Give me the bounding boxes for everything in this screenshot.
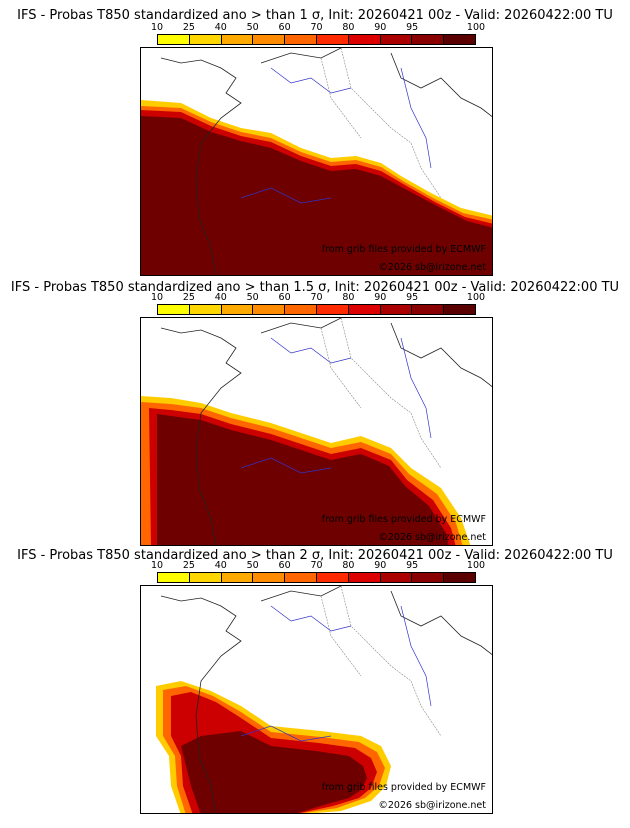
- colorbar-label: 60: [278, 292, 291, 303]
- panel-title: IFS - Probas T850 standardized ano > tha…: [10, 280, 620, 295]
- credit-source: from grib files provided by ECMWF: [321, 514, 486, 525]
- colorbar-swatch: [253, 35, 286, 44]
- coastline: [160, 48, 492, 275]
- colorbar-swatch: [221, 573, 254, 582]
- colorbar-swatch: [316, 35, 349, 44]
- prob-darkred: [181, 731, 367, 813]
- colorbar-label: 80: [342, 292, 355, 303]
- colorbar-label: 80: [342, 22, 355, 33]
- colorbar-swatch: [189, 35, 222, 44]
- panel-1: IFS - Probas T850 standardized ano > tha…: [0, 0, 630, 278]
- colorbar-swatch: [158, 305, 190, 314]
- borders: [320, 48, 442, 199]
- colorbar-swatch: [444, 35, 475, 44]
- colorbar-swatch: [285, 573, 317, 582]
- borders: [320, 318, 442, 469]
- colorbar-label: 50: [246, 22, 259, 33]
- colorbar-label: 95: [406, 560, 419, 571]
- colorbar-swatch: [189, 573, 222, 582]
- colorbar-label: 40: [214, 292, 227, 303]
- colorbar-swatch: [380, 573, 413, 582]
- panel-title: IFS - Probas T850 standardized ano > tha…: [17, 548, 613, 563]
- panel-3: IFS - Probas T850 standardized ano > tha…: [0, 546, 630, 828]
- panel-2: IFS - Probas T850 standardized ano > tha…: [0, 278, 630, 546]
- credit-copyright: ©2026 sb@irizone.net: [378, 532, 486, 543]
- colorbar-label: 95: [406, 22, 419, 33]
- rivers: [240, 67, 432, 204]
- colorbar-swatch: [348, 305, 381, 314]
- colorbar-label: 95: [406, 292, 419, 303]
- colorbar-label: 10: [150, 22, 164, 33]
- colorbar-label: 60: [278, 22, 291, 33]
- colorbar-swatch: [380, 35, 413, 44]
- colorbar-label: 90: [374, 22, 387, 33]
- colorbar-label: 70: [310, 22, 323, 33]
- colorbar-label: 90: [374, 292, 387, 303]
- colorbar: [157, 34, 476, 45]
- credit-source: from grib files provided by ECMWF: [321, 782, 486, 793]
- colorbar-label: 60: [278, 560, 291, 571]
- colorbar-label: 70: [310, 292, 323, 303]
- colorbar-swatch: [158, 573, 190, 582]
- probability-map: from grib files provided by ECMWF ©2026 …: [140, 317, 493, 546]
- colorbar: [157, 304, 476, 315]
- colorbar-label: 10: [150, 560, 164, 571]
- credit-copyright: ©2026 sb@irizone.net: [378, 800, 486, 811]
- colorbar-swatch: [444, 573, 475, 582]
- panel-title: IFS - Probas T850 standardized ano > tha…: [17, 8, 613, 23]
- colorbar-swatch: [412, 573, 445, 582]
- colorbar-swatch: [316, 573, 349, 582]
- colorbar-label: 25: [182, 560, 195, 571]
- colorbar-swatch: [253, 305, 286, 314]
- prob-darkred: [141, 116, 492, 275]
- colorbar-swatch: [316, 305, 349, 314]
- credit-source: from grib files provided by ECMWF: [321, 244, 486, 255]
- colorbar-label: 50: [246, 292, 259, 303]
- probability-map: from grib files provided by ECMWF ©2026 …: [140, 585, 493, 814]
- colorbar-swatch: [348, 573, 381, 582]
- colorbar-label: 10: [150, 292, 164, 303]
- colorbar-label: 25: [182, 292, 195, 303]
- colorbar-swatch: [444, 305, 475, 314]
- colorbar-label: 100: [466, 22, 486, 33]
- map-graphic: [141, 48, 492, 275]
- colorbar-label: 40: [214, 560, 227, 571]
- colorbar-label: 90: [374, 560, 387, 571]
- coastline: [160, 586, 492, 813]
- rivers: [240, 337, 432, 474]
- map-graphic: [141, 318, 492, 545]
- colorbar-label: 70: [310, 560, 323, 571]
- colorbar-swatch: [348, 35, 381, 44]
- colorbar-swatch: [412, 35, 445, 44]
- coastline: [160, 318, 492, 545]
- colorbar-label: 100: [466, 560, 486, 571]
- colorbar-swatch: [285, 305, 317, 314]
- colorbar-label: 40: [214, 22, 227, 33]
- colorbar-swatch: [285, 35, 317, 44]
- colorbar: [157, 572, 476, 583]
- map-graphic: [156, 586, 492, 813]
- prob-darkred: [157, 414, 449, 545]
- colorbar-label: 100: [466, 292, 486, 303]
- colorbar-swatch: [189, 305, 222, 314]
- colorbar-label: 80: [342, 560, 355, 571]
- colorbar-swatch: [221, 305, 254, 314]
- colorbar-swatch: [380, 305, 413, 314]
- colorbar-swatch: [221, 35, 254, 44]
- colorbar-labels: 10 25 40 50 60 70 80 90 95 100: [140, 292, 493, 304]
- colorbar-swatch: [253, 573, 286, 582]
- colorbar-label: 50: [246, 560, 259, 571]
- borders: [320, 586, 442, 737]
- colorbar-labels: 10 25 40 50 60 70 80 90 95 100: [140, 22, 493, 34]
- rivers: [240, 605, 432, 742]
- probability-map: from grib files provided by ECMWF ©2026 …: [140, 47, 493, 276]
- colorbar-swatch: [158, 35, 190, 44]
- credit-copyright: ©2026 sb@irizone.net: [378, 262, 486, 273]
- colorbar-labels: 10 25 40 50 60 70 80 90 95 100: [140, 560, 493, 572]
- colorbar-label: 25: [182, 22, 195, 33]
- colorbar-swatch: [412, 305, 445, 314]
